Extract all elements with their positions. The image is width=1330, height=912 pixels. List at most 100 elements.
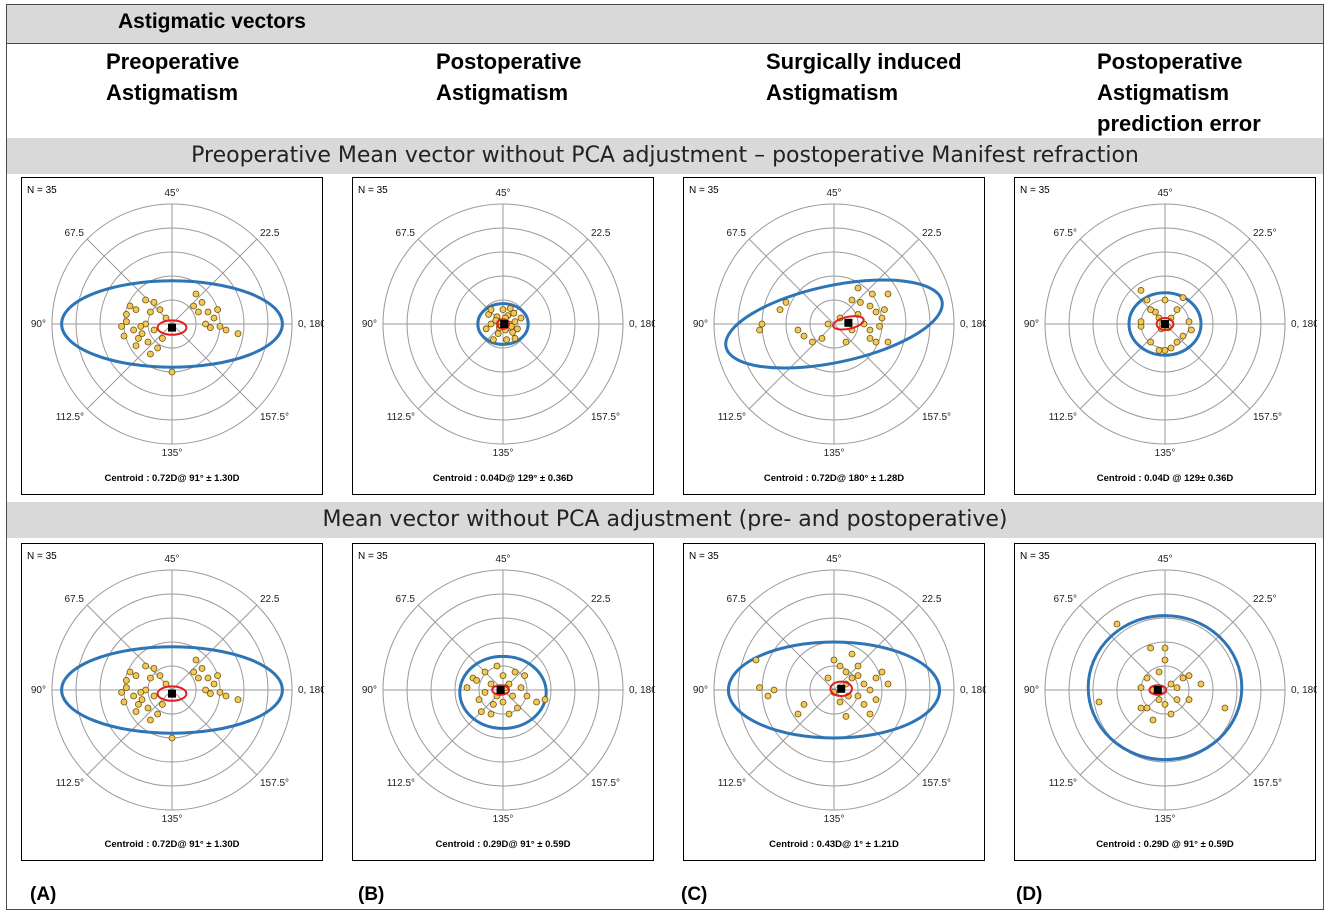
- data-point: [487, 320, 495, 328]
- data-point: [481, 668, 489, 676]
- data-point: [854, 662, 862, 670]
- panel-label-a: (A): [30, 884, 57, 905]
- data-point: [511, 668, 519, 676]
- data-point: [214, 672, 222, 680]
- data-point: [210, 680, 218, 688]
- data-point: [800, 332, 808, 340]
- data-point: [872, 308, 880, 316]
- data-point: [198, 665, 206, 672]
- data-point: [848, 296, 856, 304]
- angle-label: 0, 180°: [1291, 685, 1317, 696]
- data-point: [866, 326, 874, 334]
- column-header-prediction-error: Postoperative Astigmatism prediction error: [1097, 49, 1261, 136]
- data-point: [1161, 656, 1169, 664]
- angle-label: 45°: [495, 188, 510, 199]
- panel-label-c: (C): [681, 884, 708, 905]
- data-point: [510, 309, 518, 317]
- data-point: [132, 672, 140, 680]
- data-point: [234, 696, 242, 704]
- angle-label: 45°: [1157, 554, 1172, 565]
- confidence-ellipse-95: [60, 645, 284, 735]
- polar-plot-row2-b: 45° 67.5 22.5 90° 0, 180° 112.5° 157.5° 135° N =…: [352, 543, 655, 861]
- centroid-label: Centroid : 0.04D@ 129° ± 0.36D: [433, 473, 573, 484]
- data-point: [473, 676, 480, 684]
- data-point: [194, 674, 202, 682]
- data-point: [1147, 306, 1155, 314]
- data-point: [830, 656, 838, 664]
- row-band-1: Preoperative Mean vector without PCA adj…: [7, 138, 1323, 174]
- panel-label-b: (B): [358, 884, 385, 905]
- data-point: [137, 322, 145, 330]
- data-point: [210, 314, 218, 322]
- n-count-label: N = 35: [1020, 185, 1050, 196]
- confidence-ellipse-95: [726, 640, 942, 740]
- column-header-surgically-induced: Surgically induced Astigmatism: [766, 49, 962, 105]
- header-band: [7, 5, 1323, 44]
- data-point: [1137, 684, 1145, 692]
- data-point: [866, 710, 874, 718]
- data-point: [842, 338, 850, 346]
- centroid-marker: [837, 684, 846, 693]
- panel-label-d: (D): [1016, 884, 1043, 905]
- n-count-label: N = 35: [27, 185, 57, 196]
- angle-label: 22.5°: [1253, 228, 1276, 239]
- data-point: [503, 336, 511, 344]
- data-point: [234, 330, 242, 338]
- data-point: [794, 326, 802, 334]
- confidence-ellipse-95: [476, 302, 530, 346]
- column-header-preoperative: Preoperative Astigmatism: [106, 49, 240, 105]
- figure-title: Astigmatic vectors: [118, 10, 306, 33]
- data-point: [854, 284, 862, 292]
- angle-label: 112.5°: [718, 778, 746, 789]
- angle-label: 112.5°: [1049, 412, 1077, 423]
- data-point: [824, 674, 832, 682]
- data-point: [146, 350, 154, 358]
- data-point: [150, 692, 158, 700]
- n-count-label: N = 35: [1020, 551, 1050, 562]
- angle-label: 67.5: [65, 228, 85, 239]
- angle-label: 157.5°: [591, 412, 620, 423]
- column-header-postoperative: Postoperative Astigmatism: [436, 49, 582, 105]
- centroid-label: Centroid : 0.04D @ 129± 0.36D: [1097, 473, 1234, 484]
- data-point: [1173, 306, 1181, 314]
- data-point: [884, 680, 892, 688]
- centroid-marker: [168, 323, 176, 332]
- angle-label: 90°: [362, 685, 377, 696]
- angle-label: 135°: [1155, 448, 1176, 459]
- angle-label: 45°: [826, 188, 841, 199]
- polar-plot-row2-d: 45° 67.5° 22.5° 90° 0, 180° 112.5° 157.5° 135° N…: [1014, 543, 1317, 861]
- data-point: [198, 299, 206, 306]
- data-point: [1095, 698, 1103, 706]
- data-point: [1179, 332, 1187, 340]
- angle-label: 157.5°: [922, 412, 951, 423]
- n-count-label: N = 35: [689, 185, 719, 196]
- data-point: [146, 308, 154, 316]
- centroid-confidence-ellipse: [1148, 684, 1168, 696]
- data-point: [156, 672, 164, 680]
- data-point: [216, 322, 224, 330]
- polar-plot-row1-d: 45° 67.5° 22.5° 90° 0, 180° 112.5° 157.5° 135° N…: [1014, 177, 1317, 495]
- angle-label: 22.5: [591, 594, 611, 605]
- row-band-2: Mean vector without PCA adjustment (pre-…: [7, 502, 1323, 538]
- angle-label: 67.5: [727, 594, 747, 605]
- data-point: [848, 650, 856, 658]
- data-point: [872, 338, 880, 346]
- data-point: [880, 306, 888, 314]
- data-point: [854, 692, 862, 700]
- data-point: [222, 326, 230, 334]
- data-point: [190, 302, 198, 310]
- data-point: [499, 672, 507, 680]
- centroid-label: Centroid : 0.72D@ 180° ± 1.28D: [764, 473, 904, 484]
- data-point: [132, 708, 140, 716]
- data-point: [204, 308, 212, 316]
- data-point: [132, 342, 140, 350]
- data-point: [856, 299, 864, 306]
- angle-label: 0, 180°: [1291, 319, 1317, 330]
- data-point: [138, 330, 146, 338]
- angle-label: 67.5: [396, 228, 416, 239]
- angle-label: 157.5°: [922, 778, 951, 789]
- centroid-confidence-ellipse: [832, 315, 865, 331]
- data-point: [168, 734, 176, 742]
- data-point: [794, 710, 802, 718]
- angle-label: 90°: [1024, 319, 1039, 330]
